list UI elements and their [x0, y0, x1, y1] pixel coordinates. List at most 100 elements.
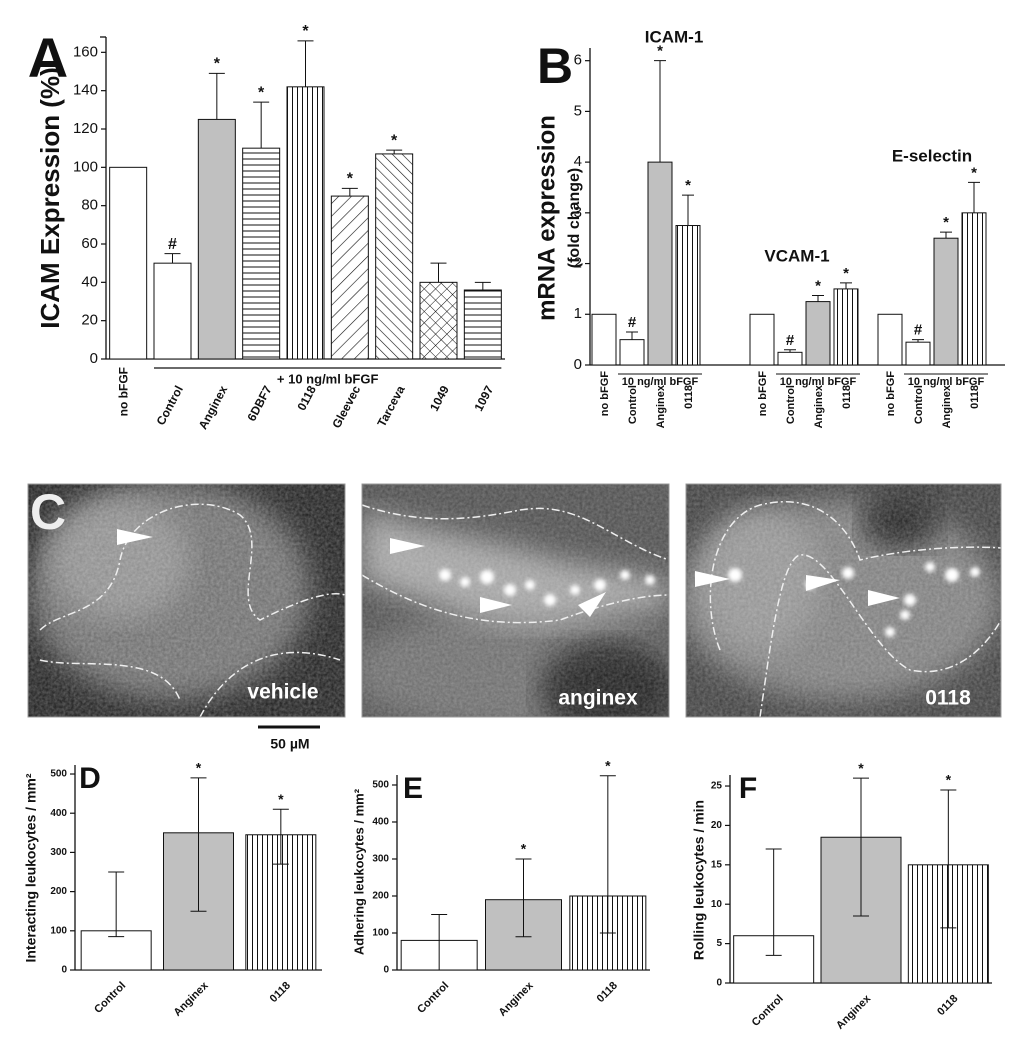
x-tick-label: Control: [627, 385, 639, 424]
x-tick-label: Anginex: [834, 992, 874, 1032]
significance-mark: *: [302, 23, 309, 40]
significance-mark: *: [815, 277, 821, 294]
panel-letter: A: [28, 26, 68, 89]
y-tick-label: 5: [574, 102, 582, 119]
error-bar: [108, 871, 125, 938]
significance-mark: #: [168, 236, 177, 253]
y-tick-label: 80: [81, 197, 98, 214]
x-tick-label: Anginex: [196, 383, 231, 432]
error-bar: [430, 262, 447, 283]
significance-mark: *: [278, 791, 284, 807]
y-tick-label: 400: [372, 817, 389, 828]
bracket-label: + 10 ng/ml bFGF: [277, 371, 379, 386]
micrograph: [362, 484, 669, 717]
error-bar: [912, 339, 924, 343]
bracket-label: 10 ng/ml bFGF: [908, 376, 985, 388]
error-bar: [515, 858, 532, 938]
error-bar: [654, 60, 666, 163]
significance-mark: *: [214, 56, 221, 73]
y-axis-subtitle: (fold change): [566, 168, 583, 268]
significance-mark: *: [391, 132, 398, 149]
micrograph-frame: [27, 483, 346, 718]
group-title: VCAM-1: [764, 246, 829, 265]
y-tick-label: 2: [574, 255, 582, 272]
error-bar: [940, 789, 957, 929]
significance-mark: *: [605, 757, 611, 773]
x-tick-label: Tarceva: [374, 383, 407, 429]
significance-mark: *: [258, 84, 265, 101]
error-bar: [599, 775, 616, 934]
x-tick-label: 0118: [268, 980, 293, 1005]
error-bar: [253, 101, 270, 149]
y-tick-label: 15: [711, 859, 723, 870]
error-bar: [431, 913, 448, 971]
micrograph-frame: [361, 483, 670, 718]
error-bar: [968, 181, 980, 213]
y-tick-label: 25: [711, 781, 723, 792]
x-tick-label: Control: [913, 385, 925, 424]
y-tick-label: 120: [73, 120, 98, 137]
scale-label: 50 µM: [270, 736, 309, 752]
significance-mark: #: [914, 322, 923, 339]
bar: [961, 212, 987, 366]
y-tick-label: 160: [73, 43, 98, 60]
x-tick-label: 0118: [595, 980, 620, 1005]
error-bar: [341, 187, 358, 197]
x-tick-label: 0118: [935, 993, 960, 1018]
significance-mark: *: [196, 760, 202, 776]
error-bar: [208, 72, 225, 120]
error-bar: [940, 231, 952, 239]
significance-mark: *: [347, 171, 354, 188]
y-tick-label: 0: [716, 978, 722, 989]
group-title: ICAM-1: [645, 27, 704, 46]
x-tick-label: 6DBF7: [244, 383, 274, 423]
image-label: 0118: [925, 687, 971, 710]
panel-letter: B: [537, 38, 573, 94]
bar: [286, 86, 325, 360]
error-bar: [840, 282, 852, 289]
x-tick-label: Control: [750, 993, 786, 1029]
x-tick-label: Anginex: [655, 384, 667, 428]
error-bar: [765, 848, 782, 956]
error-bar: [853, 777, 869, 917]
x-tick-label: no bFGF: [116, 367, 130, 416]
x-tick-label: 0118: [683, 385, 695, 409]
y-tick-label: 20: [81, 312, 98, 329]
significance-mark: *: [943, 214, 949, 231]
bracket-label: 10 ng/ml bFGF: [780, 376, 857, 388]
error-bar: [297, 40, 314, 87]
y-axis-title: Interacting leukocytes / mm²: [23, 773, 39, 962]
image-label: anginex: [558, 687, 638, 710]
x-tick-label: 0118: [841, 385, 853, 409]
bar: [197, 118, 236, 360]
significance-mark: *: [657, 43, 663, 60]
y-tick-label: 0: [574, 356, 582, 373]
micrograph: [686, 484, 1001, 717]
error-bar: [272, 808, 289, 865]
y-tick-label: 200: [50, 886, 67, 897]
bar: [647, 161, 673, 366]
y-axis-title: Adhering leukocytes / mm²: [351, 788, 366, 955]
y-tick-label: 5: [716, 938, 722, 949]
y-tick-label: 300: [372, 854, 389, 865]
bar: [330, 195, 369, 360]
x-tick-label: Gleevec: [329, 383, 363, 431]
bar: [933, 237, 959, 366]
x-tick-label: Control: [92, 980, 128, 1016]
y-tick-label: 40: [81, 273, 98, 290]
x-tick-label: Control: [415, 980, 451, 1016]
y-tick-label: 20: [711, 820, 723, 831]
bar: [153, 262, 192, 360]
bar: [375, 153, 414, 360]
image-label: vehicle: [247, 681, 318, 704]
panel-letter: C: [30, 484, 66, 540]
bar: [463, 289, 502, 360]
bar: [805, 301, 831, 366]
x-tick-label: 0118: [969, 385, 981, 409]
y-tick-label: 60: [81, 235, 98, 252]
x-tick-label: 1097: [471, 383, 496, 413]
y-tick-label: 300: [50, 847, 67, 858]
y-tick-label: 6: [574, 52, 582, 69]
y-tick-label: 10: [711, 899, 723, 910]
